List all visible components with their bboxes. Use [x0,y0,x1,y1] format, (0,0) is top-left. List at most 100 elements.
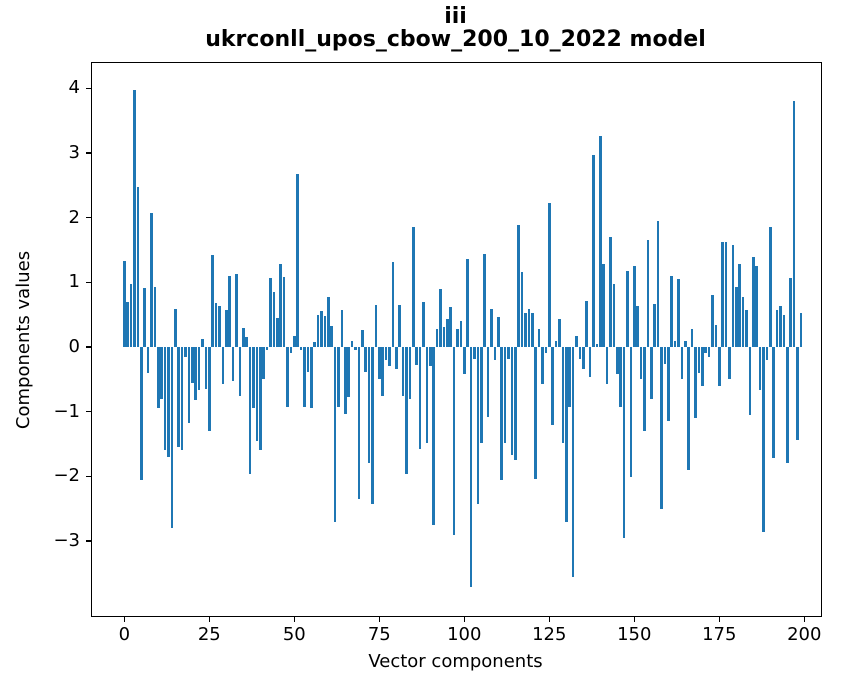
x-tick [378,616,381,622]
bar [194,347,198,401]
chart-title-line2: ukrconll_upos_cbow_200_10_2022 model [205,27,706,52]
bar [493,347,497,360]
bar [541,347,544,384]
bar [459,321,463,347]
bar [799,313,803,347]
bar [476,347,480,504]
bar [357,347,361,499]
bar [292,336,296,347]
bar [184,347,187,357]
bar [588,347,592,377]
bar [299,347,303,351]
bar [384,347,388,360]
bar [745,310,748,347]
x-axis-label: Vector components [368,651,543,672]
bar [207,347,211,432]
y-tick [86,410,91,413]
y-tick [86,87,91,90]
bar [156,347,160,409]
y-tick [86,475,91,478]
bar [303,347,306,408]
x-tick-label: 100 [447,624,482,645]
bar [721,241,725,347]
bar [435,328,439,347]
bar [520,271,524,347]
bar [544,347,548,354]
bar [507,347,510,359]
bar [537,328,541,347]
bar [282,277,286,347]
bar [568,347,572,408]
bar [170,347,174,529]
bar [190,347,194,384]
bar [204,347,208,390]
bar [452,347,456,535]
bar [442,326,446,347]
bar [462,347,466,374]
bar [126,302,130,347]
bar [690,328,694,347]
bar [354,347,357,351]
bar [418,347,422,449]
bar [133,90,136,347]
y-tick-label: −2 [53,465,80,487]
bar [367,347,371,464]
bar [326,297,330,347]
bar [180,347,184,451]
bar [663,347,667,364]
bar [683,340,687,347]
bar [530,312,534,347]
bar [143,288,147,347]
bar [629,347,633,477]
bar [670,275,674,347]
bar [666,347,670,422]
bar [714,325,718,347]
bar [619,347,623,408]
bar [388,347,391,366]
bar [731,245,735,347]
bar [163,347,167,450]
bar [405,347,408,474]
bar [411,226,415,347]
bar [581,347,585,369]
bar [605,347,609,384]
bar [228,275,232,347]
bar [258,347,262,451]
bar [275,317,279,347]
bar [775,310,779,347]
bar [224,310,228,347]
bar [741,297,745,347]
x-tick-label: 75 [367,624,391,645]
x-tick [633,616,636,622]
bar [748,347,752,415]
bar [571,347,575,577]
bar [252,347,255,409]
bar [772,347,776,459]
x-tick-label: 125 [532,624,567,645]
y-tick-label: 2 [68,206,80,228]
bar [371,347,374,504]
y-tick-label: 3 [68,141,80,163]
bar [187,347,191,424]
bar [350,340,354,347]
bar [704,347,708,354]
bar [751,257,755,347]
bar [768,227,772,347]
bar [432,347,436,525]
bar [636,305,640,347]
bar [425,347,429,444]
bar [146,347,150,373]
bar [789,278,793,347]
bar [323,315,327,347]
bar [309,347,313,409]
bar [129,284,133,347]
bar [595,343,599,347]
bar [707,347,711,357]
x-tick-label: 25 [197,624,221,645]
y-tick [86,216,91,219]
bar [330,325,334,347]
y-tick [86,152,91,154]
y-tick-label: 0 [68,336,80,357]
x-tick [718,616,721,622]
